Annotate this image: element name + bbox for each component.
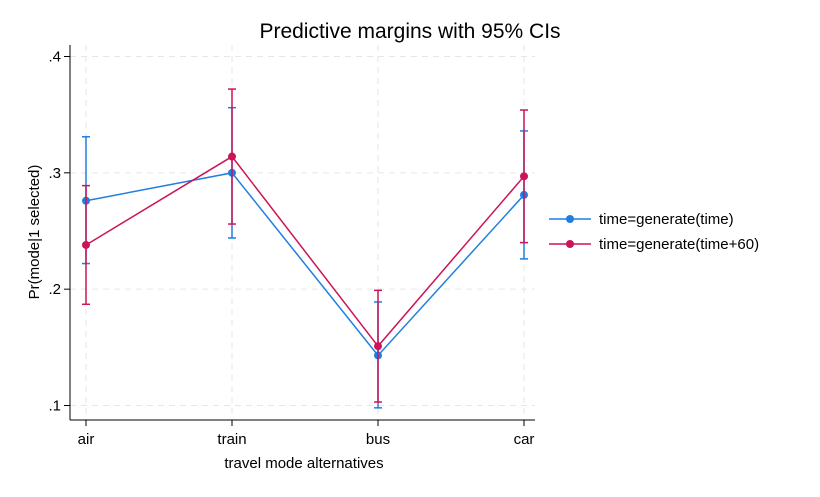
x-tick-label: train <box>217 431 246 448</box>
legend-marker-1 <box>566 215 574 223</box>
x-tick-label: car <box>514 431 535 448</box>
data-point <box>520 172 528 181</box>
x-tick-label: air <box>78 431 95 448</box>
series-line <box>85 155 525 348</box>
series-line <box>85 172 525 357</box>
data-point <box>82 240 90 249</box>
y-tick-label: .2 <box>48 281 61 298</box>
legend-label-2: time=generate(time+60) <box>599 236 759 253</box>
y-tick-label: .1 <box>48 398 61 415</box>
legend-label-1: time=generate(time) <box>599 211 734 228</box>
x-axis-label: travel mode alternatives <box>224 455 383 472</box>
chart-title: Predictive margins with 95% CIs <box>259 20 560 43</box>
series-2 <box>82 88 528 403</box>
data-point <box>228 152 236 161</box>
data-point <box>374 342 382 351</box>
y-tick-label: .4 <box>48 49 61 66</box>
legend-marker-2 <box>566 240 574 248</box>
y-tick-label: .3 <box>48 165 61 182</box>
legend: time=generate(time) time=generate(time+6… <box>549 211 759 253</box>
axes-layer <box>69 45 535 421</box>
ticks-layer: .1 .2 .3 .4 air train bus car <box>48 49 534 449</box>
x-tick-label: bus <box>366 431 390 448</box>
y-axis-label: Pr(mode|1 selected) <box>26 165 43 300</box>
series-layer <box>82 88 528 409</box>
